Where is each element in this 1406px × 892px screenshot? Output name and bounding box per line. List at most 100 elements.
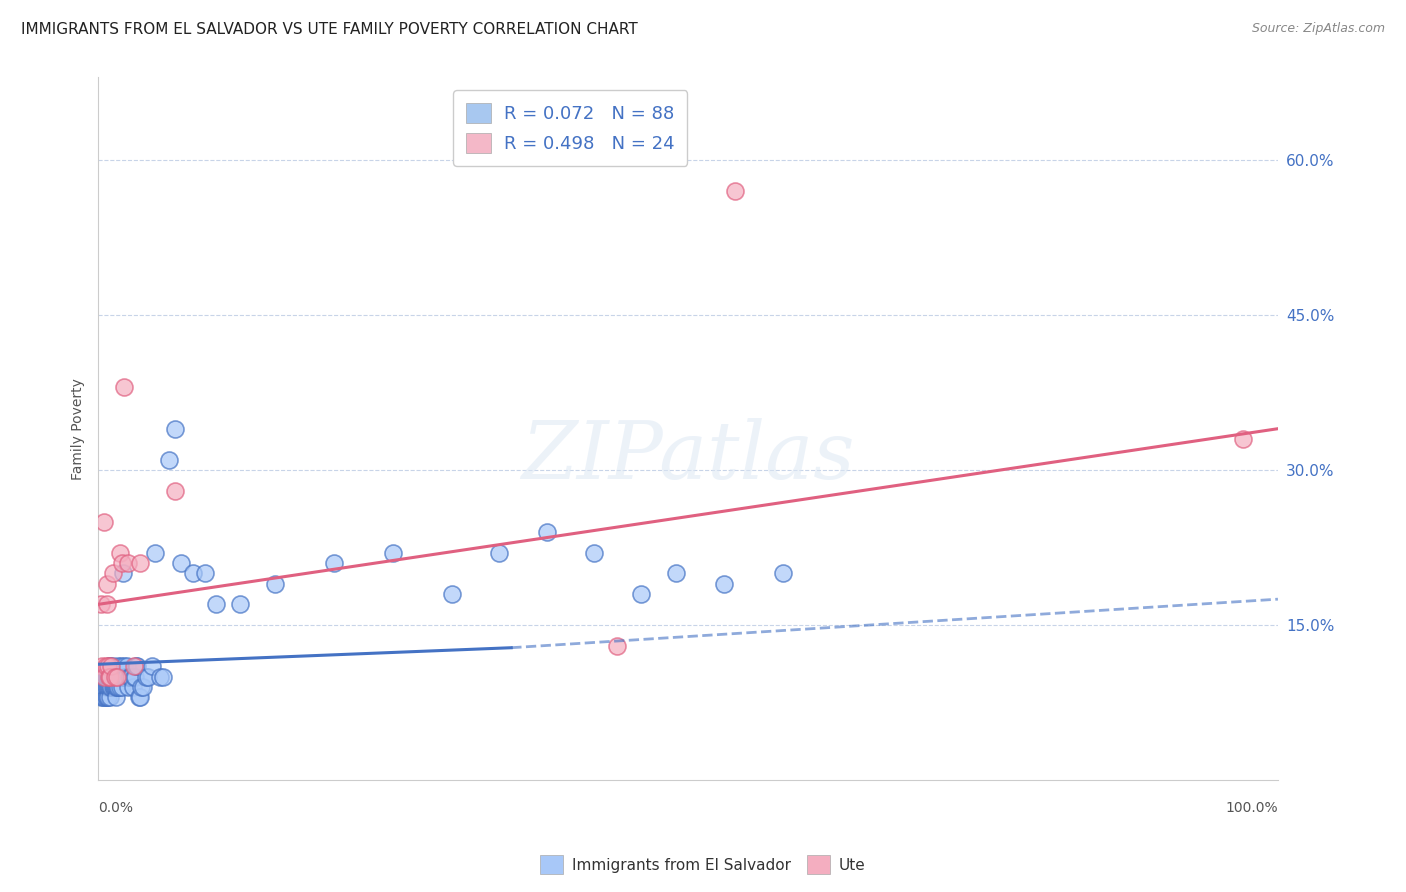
Point (111, 680, 134, 694)
Point (713, 576, 735, 591)
Point (108, 670, 131, 684)
Point (132, 680, 155, 694)
Point (264, 576, 287, 591)
Point (122, 659, 145, 673)
Point (104, 670, 127, 684)
Point (108, 546, 131, 560)
Point (101, 670, 124, 684)
Point (724, 184, 747, 198)
Point (122, 670, 145, 684)
Point (128, 690, 150, 705)
Point (103, 670, 125, 684)
Point (110, 659, 132, 673)
Point (488, 546, 510, 560)
Point (94, 680, 117, 694)
Point (97, 670, 120, 684)
Point (112, 566, 135, 581)
Point (441, 587, 464, 601)
Point (105, 670, 128, 684)
Point (98, 670, 121, 684)
Point (152, 670, 174, 684)
Point (112, 670, 135, 684)
Point (194, 566, 217, 581)
Point (121, 680, 143, 694)
Legend: R = 0.072   N = 88, R = 0.498   N = 24: R = 0.072 N = 88, R = 0.498 N = 24 (453, 90, 688, 166)
Point (127, 659, 149, 673)
Point (105, 670, 128, 684)
Point (205, 597, 228, 611)
Point (96, 576, 118, 591)
Point (536, 524, 558, 539)
Point (105, 680, 128, 694)
Point (98, 680, 121, 694)
Point (105, 690, 128, 705)
Point (128, 556, 150, 570)
Point (120, 670, 142, 684)
Point (143, 546, 166, 560)
Point (170, 556, 193, 570)
Point (665, 566, 688, 581)
Point (1232, 432, 1254, 446)
Point (100, 680, 122, 694)
Point (382, 546, 405, 560)
Point (105, 680, 128, 694)
Point (165, 422, 187, 436)
Point (229, 597, 252, 611)
Point (323, 556, 346, 570)
Point (100, 659, 122, 673)
Point (606, 639, 628, 653)
Point (96, 670, 118, 684)
Text: 0.0%: 0.0% (98, 801, 134, 815)
Point (129, 680, 152, 694)
Point (90, 690, 112, 705)
Point (124, 670, 146, 684)
Point (105, 670, 128, 684)
Point (772, 566, 794, 581)
Y-axis label: Family Poverty: Family Poverty (72, 377, 86, 480)
Point (117, 680, 139, 694)
Point (112, 380, 135, 394)
Point (149, 670, 172, 684)
Point (97, 680, 120, 694)
Point (103, 680, 125, 694)
Point (90, 597, 112, 611)
Point (157, 452, 180, 467)
Point (96, 597, 118, 611)
Point (94, 670, 117, 684)
Point (97, 659, 120, 673)
Point (110, 670, 132, 684)
Point (107, 659, 129, 673)
Point (108, 680, 131, 694)
Point (98, 670, 121, 684)
Point (101, 680, 124, 694)
Point (91, 659, 114, 673)
Point (91, 670, 114, 684)
Point (93, 690, 115, 705)
Point (165, 483, 187, 498)
Point (107, 680, 129, 694)
Point (98, 670, 121, 684)
Point (94, 659, 117, 673)
Point (98, 659, 121, 673)
Point (117, 556, 139, 570)
Point (93, 670, 115, 684)
Point (112, 659, 135, 673)
Point (96, 680, 118, 694)
Point (93, 670, 115, 684)
Point (91, 680, 114, 694)
Point (94, 690, 117, 705)
Legend: Immigrants from El Salvador, Ute: Immigrants from El Salvador, Ute (534, 849, 872, 880)
Point (111, 670, 134, 684)
Point (93, 515, 115, 529)
Point (98, 680, 121, 694)
Point (630, 587, 652, 601)
Point (98, 670, 121, 684)
Point (125, 659, 148, 673)
Point (101, 659, 124, 673)
Point (115, 659, 138, 673)
Point (181, 566, 204, 581)
Point (104, 680, 127, 694)
Point (91, 680, 114, 694)
Point (136, 670, 159, 684)
Point (93, 680, 115, 694)
